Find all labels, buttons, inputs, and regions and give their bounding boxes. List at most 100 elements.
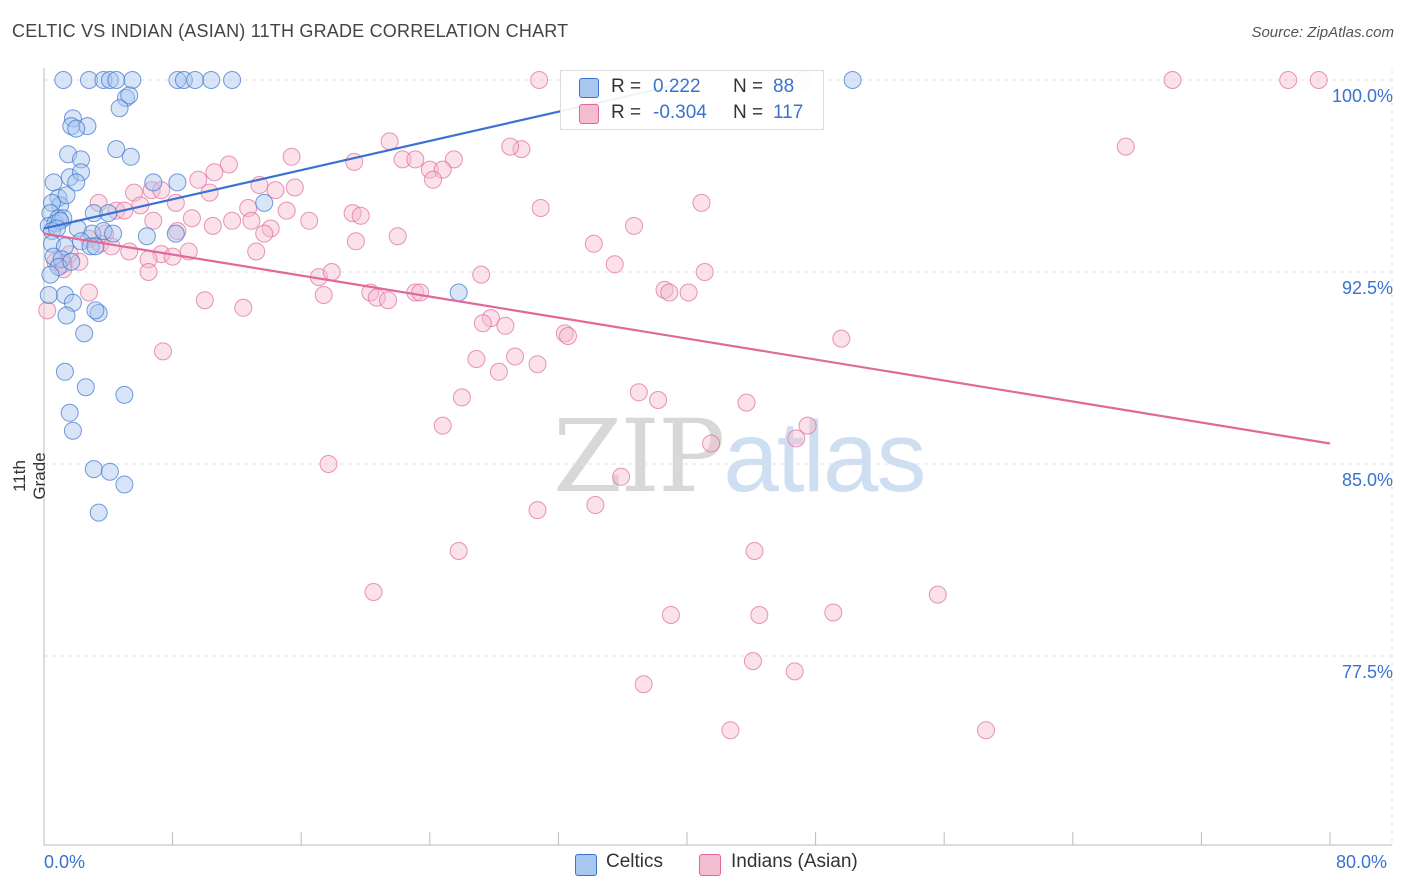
celtics-point bbox=[63, 109, 82, 128]
n-label: N = bbox=[733, 76, 764, 97]
celtics-point bbox=[89, 304, 108, 322]
indians-legend-swatch bbox=[699, 854, 721, 876]
celtics-point bbox=[55, 362, 74, 381]
indians-point bbox=[798, 416, 817, 435]
indians-point bbox=[379, 291, 397, 310]
indians-point bbox=[346, 232, 365, 251]
celtics-point bbox=[100, 462, 119, 481]
indians-point bbox=[144, 211, 163, 230]
indians-point bbox=[234, 298, 253, 317]
indians-point bbox=[266, 181, 285, 200]
celtics-point bbox=[166, 224, 185, 243]
celtics-point bbox=[39, 286, 58, 304]
indians-point bbox=[364, 583, 383, 601]
r-label: R = bbox=[611, 102, 642, 123]
gridlines bbox=[44, 70, 1393, 845]
indians-point bbox=[142, 181, 161, 200]
celtics-point bbox=[104, 224, 123, 243]
indians-point bbox=[743, 652, 762, 671]
indians-point bbox=[750, 606, 769, 624]
indians-point bbox=[205, 163, 224, 182]
indians-point bbox=[393, 150, 412, 169]
indians-point bbox=[1309, 71, 1328, 89]
r-value: -0.304 bbox=[653, 102, 707, 123]
celtics-point bbox=[63, 421, 82, 440]
indians-point bbox=[351, 206, 370, 225]
celtics-point bbox=[449, 283, 468, 302]
indians-point bbox=[406, 150, 425, 169]
indians-point bbox=[501, 137, 520, 156]
indians-point bbox=[411, 283, 430, 302]
watermark-zip: ZIP bbox=[553, 398, 725, 515]
celtics-point bbox=[100, 71, 119, 89]
indians-point bbox=[449, 542, 468, 560]
indians-point bbox=[467, 350, 486, 368]
indians-point bbox=[586, 496, 605, 514]
celtics-point bbox=[120, 86, 139, 105]
celtics-point bbox=[72, 163, 90, 182]
indians-point bbox=[721, 721, 740, 740]
indians-point bbox=[1279, 71, 1298, 89]
indians-point bbox=[189, 170, 208, 189]
indians-point bbox=[489, 362, 508, 381]
indians-point bbox=[247, 242, 266, 261]
indians-point bbox=[472, 265, 491, 284]
r-value: 0.222 bbox=[653, 76, 701, 97]
celtics-point bbox=[115, 385, 134, 404]
indians-point bbox=[629, 383, 648, 402]
indians-point bbox=[203, 216, 222, 235]
indians-point bbox=[242, 211, 261, 230]
celtics-point bbox=[41, 265, 60, 284]
celtics-point bbox=[115, 475, 134, 494]
legend-label-indians: Indians (Asian) bbox=[731, 851, 858, 872]
indians-point bbox=[506, 347, 524, 366]
watermark: ZIPatlas bbox=[553, 398, 927, 515]
indians-point bbox=[695, 263, 714, 281]
indians-point bbox=[559, 327, 577, 345]
celtics-point bbox=[110, 99, 129, 118]
indians-point bbox=[38, 301, 57, 320]
indians-point bbox=[785, 662, 804, 681]
indians-point bbox=[277, 201, 296, 220]
celtics-point bbox=[144, 173, 163, 192]
x-tick-label-max: 80.0% bbox=[1336, 852, 1388, 872]
celtics-point bbox=[72, 150, 90, 169]
indians-point bbox=[473, 314, 492, 333]
celtics-point bbox=[117, 88, 135, 107]
indians-point bbox=[424, 170, 442, 189]
celtics-point bbox=[62, 117, 81, 136]
celtics-point bbox=[186, 71, 205, 89]
celtics-swatch bbox=[579, 78, 599, 98]
indians-point bbox=[1163, 71, 1182, 89]
n-value: 117 bbox=[773, 102, 804, 123]
indians-point bbox=[679, 283, 698, 302]
trend-lines bbox=[43, 81, 1331, 445]
indians-point bbox=[285, 178, 304, 197]
indians-point bbox=[512, 140, 531, 159]
indians-point bbox=[219, 155, 238, 174]
celtics-point bbox=[843, 71, 862, 89]
indians-point bbox=[555, 324, 574, 343]
indians-point bbox=[977, 721, 995, 740]
celtics-point bbox=[94, 71, 113, 89]
indians-point bbox=[528, 355, 547, 374]
celtics-legend-swatch bbox=[575, 854, 597, 876]
indians-point bbox=[195, 291, 214, 310]
indians-point bbox=[255, 224, 274, 243]
indians-point bbox=[787, 429, 806, 448]
watermark-atlas: atlas bbox=[723, 401, 926, 513]
axes bbox=[43, 68, 1392, 846]
stats-legend: R = 0.222 N = 88 R = -0.304 N = 117 bbox=[560, 70, 824, 130]
indians-point bbox=[282, 147, 301, 166]
n-label: N = bbox=[733, 102, 764, 123]
chart-title: CELTIC VS INDIAN (ASIAN) 11TH GRADE CORR… bbox=[12, 21, 569, 41]
celtics-point bbox=[137, 227, 156, 246]
celtics-point bbox=[168, 71, 187, 89]
celtics-point bbox=[107, 71, 126, 89]
indians-point bbox=[832, 329, 851, 348]
r-label: R = bbox=[611, 76, 642, 97]
celtics-point bbox=[255, 193, 274, 212]
indians-point bbox=[496, 316, 515, 335]
indians-point bbox=[612, 467, 631, 486]
